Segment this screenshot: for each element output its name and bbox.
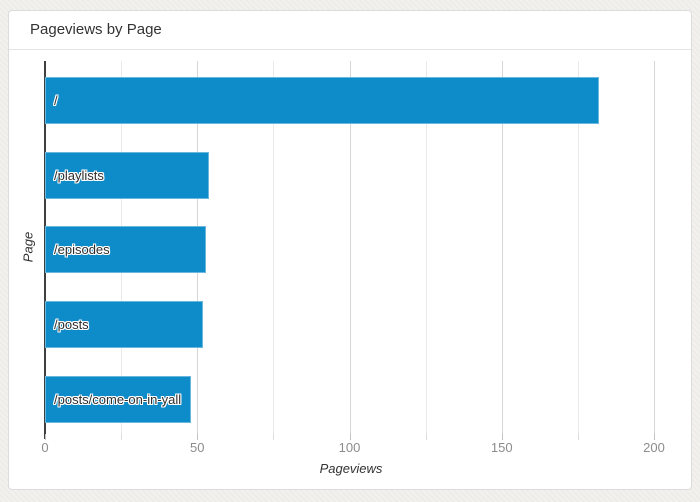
gridline bbox=[578, 61, 579, 434]
bar-chart: Page Pageviews 0 50 100 150 200 / /playlists/e… bbox=[9, 50, 691, 490]
bar-label: /posts/come-on-in-yall bbox=[54, 391, 182, 407]
x-tick bbox=[273, 434, 274, 440]
x-tick-label: 200 bbox=[643, 440, 665, 455]
bar: /posts/come-on-in-yall bbox=[45, 375, 192, 423]
bar-label: /posts bbox=[54, 317, 89, 333]
x-tick-label: 150 bbox=[490, 440, 513, 455]
x-tick bbox=[654, 434, 655, 440]
x-tick bbox=[121, 434, 122, 440]
card-title: Pageviews by Page bbox=[30, 21, 162, 38]
gridline bbox=[502, 61, 503, 434]
x-tick bbox=[197, 434, 198, 440]
x-tick bbox=[426, 434, 427, 440]
bar: / bbox=[45, 76, 600, 124]
x-tick bbox=[45, 434, 46, 440]
bar-label: / bbox=[54, 92, 58, 108]
x-tick bbox=[502, 434, 503, 440]
bar: /playlists bbox=[45, 151, 210, 199]
bar-label: /playlists bbox=[54, 167, 104, 183]
x-tick bbox=[350, 434, 351, 440]
bar-label: /episodes bbox=[54, 242, 110, 258]
bar: /posts bbox=[45, 301, 204, 349]
x-tick-label: 50 bbox=[190, 440, 205, 455]
x-tick-label: 0 bbox=[41, 440, 49, 455]
x-tick-label: 100 bbox=[338, 440, 361, 455]
x-tick bbox=[578, 434, 579, 440]
y-axis-title: Page bbox=[20, 231, 36, 263]
card-header: Pageviews by Page bbox=[9, 11, 691, 50]
pageviews-card: Pageviews by Page Page Pageviews 0 50 100 1… bbox=[8, 10, 692, 490]
gridline bbox=[654, 61, 655, 434]
x-axis-title: Pageviews bbox=[319, 461, 383, 476]
plot-area: Pageviews 0 50 100 150 200 / /playlists/episod… bbox=[41, 61, 673, 476]
bar: /episodes bbox=[45, 226, 207, 274]
gridline bbox=[273, 61, 274, 434]
gridline bbox=[426, 61, 427, 434]
gridline bbox=[350, 61, 351, 434]
